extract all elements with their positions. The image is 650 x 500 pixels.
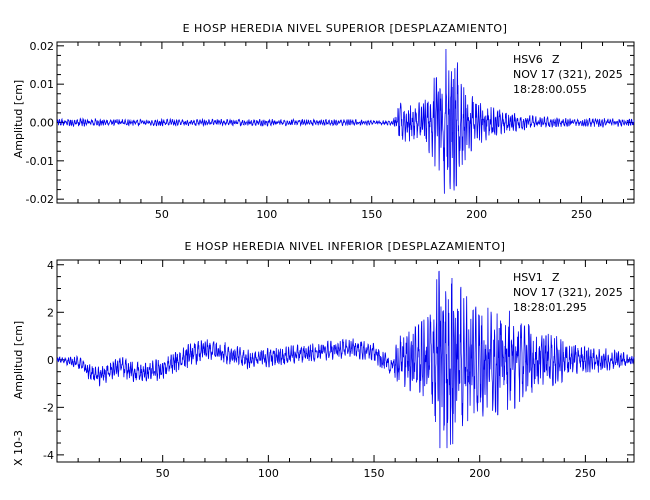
x-tick-label: 250 [575, 467, 596, 480]
date-label: NOV 17 (321), 2025 [513, 68, 623, 81]
station-label: HSV1 [513, 271, 543, 284]
panel-title: E HOSP HEREDIA NIVEL SUPERIOR [DESPLAZAM… [183, 22, 508, 35]
x-tick-label: 100 [256, 208, 277, 221]
x-tick-label: 150 [364, 467, 385, 480]
waveform-trace [56, 270, 635, 449]
y-tick-label: 0.00 [30, 117, 55, 130]
component-label: Z [552, 271, 560, 284]
y-tick-label: 2 [47, 306, 54, 319]
y-tick-label: -4 [43, 449, 54, 462]
x-tick-label: 50 [155, 208, 169, 221]
scale-note: X 10-3 [12, 430, 25, 466]
time-label: 18:28:00.055 [513, 83, 587, 96]
y-axis-label: Amplitud [cm] [12, 80, 25, 158]
y-tick-label: 4 [47, 259, 54, 272]
waveform-trace [56, 48, 635, 194]
date-label: NOV 17 (321), 2025 [513, 286, 623, 299]
x-tick-label: 100 [258, 467, 279, 480]
x-tick-label: 250 [571, 208, 592, 221]
y-tick-label: -2 [43, 401, 54, 414]
x-tick-label: 200 [469, 467, 490, 480]
x-tick-label: 150 [361, 208, 382, 221]
y-axis-label: Amplitud [cm] [12, 321, 25, 399]
panel-superior: E HOSP HEREDIA NIVEL SUPERIOR [DESPLAZAM… [12, 22, 635, 221]
time-label: 18:28:01.295 [513, 301, 587, 314]
plot-frame [56, 259, 635, 463]
x-tick-label: 50 [156, 467, 170, 480]
y-tick-label: 0.02 [30, 40, 55, 53]
panel-title: E HOSP HEREDIA NIVEL INFERIOR [DESPLAZAM… [185, 240, 506, 253]
component-label: Z [552, 53, 560, 66]
y-tick-label: -0.01 [26, 155, 54, 168]
x-tick-label: 200 [466, 208, 487, 221]
y-tick-label: 0 [47, 354, 54, 367]
y-tick-label: 0.01 [30, 78, 55, 91]
station-label: HSV6 [513, 53, 543, 66]
panel-inferior: E HOSP HEREDIA NIVEL INFERIOR [DESPLAZAM… [12, 240, 635, 480]
y-tick-label: -0.02 [26, 193, 54, 206]
